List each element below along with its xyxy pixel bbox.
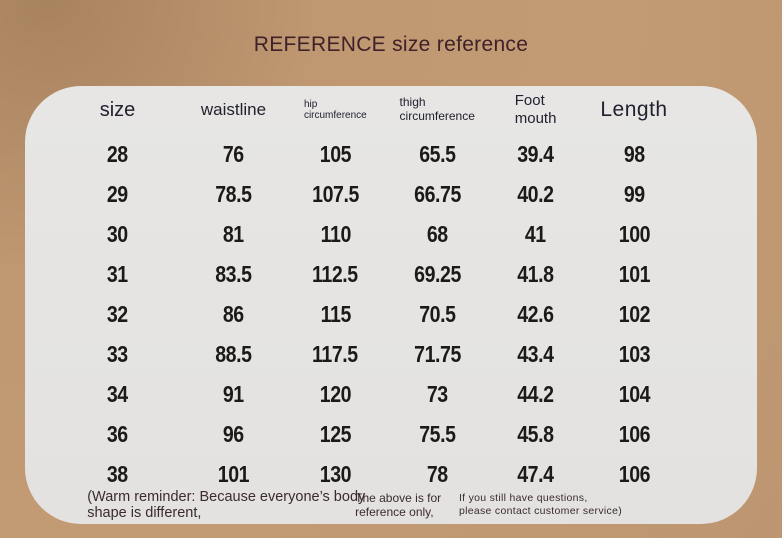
table-row: 28 76 105 65.5 39.4 98 — [25, 134, 757, 174]
table-cell: 44.2 — [517, 380, 554, 407]
table-cell: 78.5 — [215, 180, 252, 207]
table-cell: 65.5 — [419, 140, 456, 167]
table-cell: 39.4 — [517, 140, 554, 167]
table-cell: 29 — [107, 180, 128, 207]
table-row: 30 81 110 68 41 100 — [25, 214, 757, 254]
table-cell: 86 — [223, 300, 244, 327]
table-cell: 83.5 — [215, 260, 252, 287]
table-row: 32 86 115 70.5 42.6 102 — [25, 294, 757, 334]
column-header-label: hip circumference — [303, 99, 367, 121]
footnote-reference-only: The above is for reference only, — [355, 490, 442, 520]
table-cell: 112.5 — [312, 260, 359, 287]
table-cell: 69.25 — [413, 260, 461, 287]
table-cell: 91 — [223, 380, 244, 407]
table-cell: 102 — [618, 300, 650, 327]
column-header-thigh-circumference: thigh circumference — [385, 95, 490, 124]
table-cell: 104 — [618, 380, 650, 407]
table-cell: 47.4 — [517, 460, 554, 487]
table-cell: 75.5 — [419, 420, 456, 447]
table-cell: 36 — [107, 420, 128, 447]
column-header-length: Length — [581, 98, 686, 122]
table-cell: 45.8 — [517, 420, 554, 447]
table-cell: 41.8 — [517, 260, 554, 287]
table-cell: 78 — [426, 460, 448, 487]
table-cell: 117.5 — [312, 340, 359, 367]
table-cell: 71.75 — [413, 340, 461, 367]
column-header-hip-circumference: hip circumference — [286, 99, 384, 121]
table-cell: 100 — [618, 220, 650, 247]
footnote-contact-service: If you still have questions, please conta… — [458, 491, 623, 518]
column-header-label: Length — [600, 98, 668, 122]
table-cell: 70.5 — [419, 300, 456, 327]
table-cell: 33 — [107, 340, 128, 367]
table-cell: 73 — [426, 380, 448, 407]
table-cell: 40.2 — [517, 180, 554, 207]
table-cell: 41 — [525, 220, 547, 247]
table-cell: 98 — [623, 140, 645, 167]
table-row: 31 83.5 112.5 69.25 41.8 101 — [25, 254, 757, 294]
table-cell: 106 — [618, 460, 650, 487]
table-cell: 28 — [107, 140, 128, 167]
table-header-row: size waistline hip circumference thigh circum… — [25, 86, 757, 134]
table-cell: 96 — [223, 420, 244, 447]
table-cell: 88.5 — [215, 340, 252, 367]
page-title: REFERENCE size reference — [253, 33, 529, 56]
table-row: 34 91 120 73 44.2 104 — [25, 374, 757, 414]
table-cell: 101 — [217, 460, 250, 487]
table-cell: 107.5 — [311, 180, 359, 207]
table-cell: 76 — [223, 140, 244, 167]
table-cell: 125 — [319, 420, 352, 447]
table-cell: 68 — [426, 220, 448, 247]
table-row: 38 101 130 78 47.4 106 — [25, 454, 757, 494]
table-cell: 30 — [107, 220, 128, 247]
column-header-label: waistline — [200, 100, 267, 120]
table-row: 36 96 125 75.5 45.8 106 — [25, 414, 757, 454]
table-cell: 130 — [319, 460, 352, 487]
table-cell: 38 — [107, 460, 128, 487]
footnotes-row: (Warm reminder: Because everyone’s body s… — [25, 489, 757, 522]
table-cell: 103 — [618, 340, 650, 367]
footnote-warm-reminder: (Warm reminder: Because everyone’s body s… — [87, 488, 366, 522]
table-row: 29 78.5 107.5 66.75 40.2 99 — [25, 174, 757, 214]
table-cell: 110 — [320, 220, 351, 247]
table-cell: 99 — [623, 180, 645, 207]
table-cell: 105 — [319, 140, 352, 167]
table-cell: 43.4 — [517, 340, 554, 367]
table-cell: 32 — [107, 300, 128, 327]
table-cell: 120 — [319, 380, 352, 407]
column-header-label: Foot mouth — [514, 92, 557, 127]
size-table-card: size waistline hip circumference thigh circum… — [25, 86, 757, 524]
column-header-label: size — [99, 98, 136, 121]
table-cell: 106 — [618, 420, 650, 447]
table-cell: 34 — [107, 380, 128, 407]
table-cell: 66.75 — [413, 180, 461, 207]
column-header-size: size — [54, 98, 180, 121]
column-header-foot-mouth: Foot mouth — [490, 92, 581, 128]
table-cell: 31 — [107, 260, 128, 287]
column-header-label: thigh circumference — [399, 95, 475, 123]
table-row: 33 88.5 117.5 71.75 43.4 103 — [25, 334, 757, 374]
table-body: 28 76 105 65.5 39.4 98 29 78.5 107.5 66.75 40.2 99 3… — [25, 134, 757, 494]
table-cell: 115 — [320, 300, 351, 327]
column-header-waistline: waistline — [181, 100, 286, 121]
table-cell: 101 — [618, 260, 650, 287]
table-cell: 81 — [223, 220, 244, 247]
table-cell: 42.6 — [517, 300, 554, 327]
